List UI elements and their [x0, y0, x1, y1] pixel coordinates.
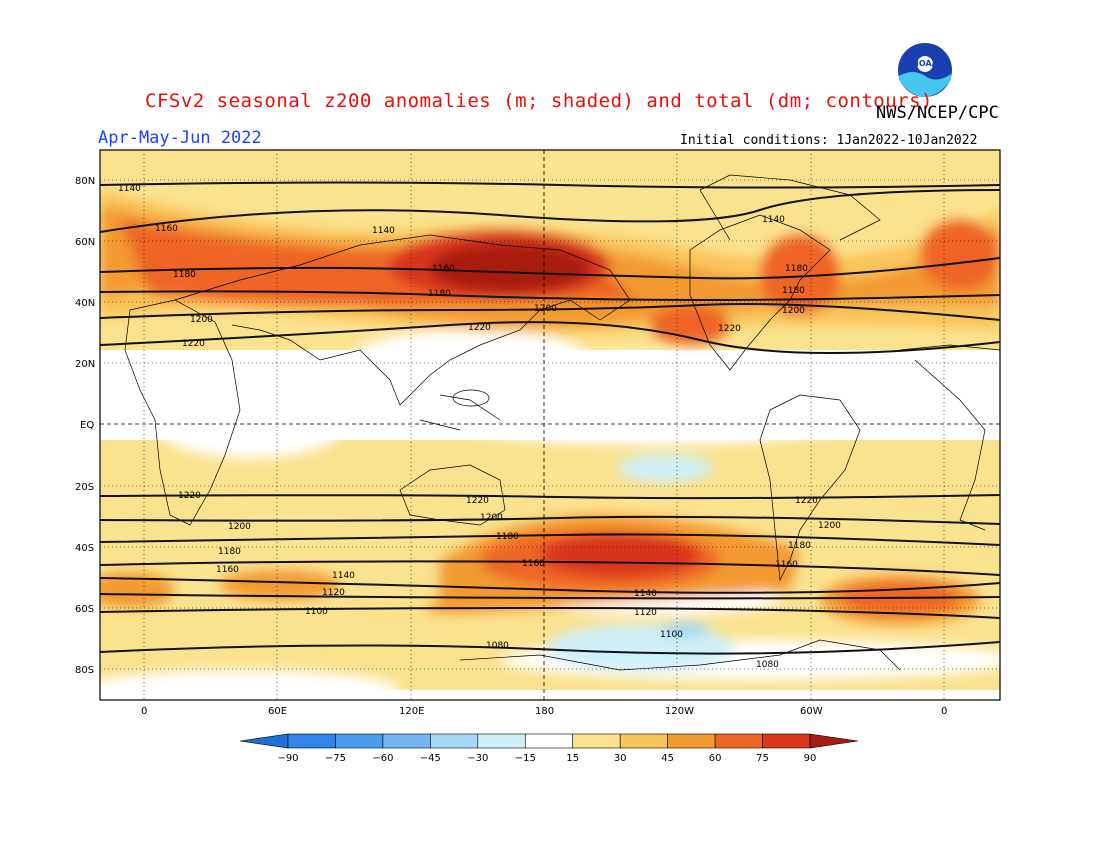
contour-label: 1180: [785, 264, 808, 274]
colorbar-label: 30: [614, 753, 627, 764]
colorbar-swatch: [287, 733, 336, 749]
latitude-labels: 80N 60N 40N 20N EQ 20S 40S 60S 80S: [75, 176, 95, 676]
contour-label: 1180: [428, 289, 451, 299]
map-title: CFSv2 seasonal z200 anomalies (m; shaded…: [145, 90, 933, 112]
colorbar-swatch: [335, 733, 384, 749]
initial-conditions: Initial conditions: 1Jan2022-10Jan2022: [680, 133, 978, 148]
contour-label: 1200: [480, 513, 503, 523]
contour-label: 1080: [756, 660, 779, 670]
contour-label: 1160: [432, 264, 455, 274]
contour-label: 1200: [818, 521, 841, 531]
lon-label: 60E: [268, 706, 287, 717]
plot-frame: [99, 149, 1001, 701]
colorbar-arrow-right: [809, 733, 859, 749]
logo-text: NOAA: [912, 59, 938, 68]
contour-label: 1140: [372, 226, 395, 236]
contour-label: 1180: [788, 541, 811, 551]
colorbar-label: 45: [661, 753, 674, 764]
colorbar-label: 75: [756, 753, 769, 764]
lon-label: 120E: [399, 706, 424, 717]
colorbar-swatch: [667, 733, 716, 749]
colorbar-label: −60: [372, 753, 393, 764]
contour-label: 1220: [795, 496, 818, 506]
colorbar-swatch: [572, 733, 621, 749]
contour-label: 1140: [118, 184, 141, 194]
colorbar: −90 −75 −60 −45 −30 −15 15 30 45 60 75 90: [239, 733, 859, 764]
contour-label: 1200: [228, 522, 251, 532]
colorbar-label: 90: [804, 753, 817, 764]
contour-label: 1180: [218, 547, 241, 557]
lat-label: EQ: [80, 420, 94, 431]
contour-label: 1160: [775, 560, 798, 570]
contour-label: 1140: [634, 589, 657, 599]
contour-label: 1200: [534, 304, 557, 314]
contour-label: 1120: [634, 608, 657, 618]
colorbar-swatch: [524, 733, 574, 749]
contour-label: 1120: [322, 588, 345, 598]
colorbar-swatch: [477, 733, 526, 749]
longitude-labels: 0 60E 120E 180 120W 60W 0: [141, 706, 947, 717]
anomaly-shading: [100, 150, 1000, 700]
lat-label: 20N: [75, 359, 95, 370]
colorbar-label: −90: [277, 753, 298, 764]
season-label: Apr-May-Jun 2022: [98, 128, 262, 148]
colorbar-label: −75: [325, 753, 346, 764]
contour-label: 1200: [190, 315, 213, 325]
contour-label: 1220: [178, 491, 201, 501]
colorbar-label: 15: [566, 753, 579, 764]
colorbar-swatch: [714, 733, 763, 749]
colorbar-swatch: [382, 733, 431, 749]
colorbar-arrow-left: [239, 733, 289, 749]
contour-label: 1080: [486, 641, 509, 651]
colorbar-label: −45: [420, 753, 441, 764]
lon-label: 0: [141, 706, 147, 717]
contour-label: 1160: [155, 224, 178, 234]
lat-label: 20S: [75, 482, 94, 493]
lat-label: 80N: [75, 176, 95, 187]
contour-label: 1220: [182, 339, 205, 349]
lon-label: 0: [941, 706, 947, 717]
contour-label: 1180: [173, 270, 196, 280]
contour-label: 1100: [660, 630, 683, 640]
lat-label: 60S: [75, 604, 94, 615]
contour-label: 1200: [782, 306, 805, 316]
contour-label: 1160: [216, 565, 239, 575]
contour-labels: 1140 1140 1140 1160 1160 1180 1180 1180 …: [118, 184, 841, 670]
agency-label: NWS/NCEP/CPC: [876, 103, 999, 123]
lat-label: 40N: [75, 298, 95, 309]
contour-label: 1180: [782, 286, 805, 296]
contour-label: 1140: [332, 571, 355, 581]
lon-label: 180: [535, 706, 554, 717]
contour-label: 1220: [466, 496, 489, 506]
lat-label: 80S: [75, 665, 94, 676]
contour-label: 1180: [496, 532, 519, 542]
contour-label: 1100: [305, 607, 328, 617]
contour-label: 1220: [468, 323, 491, 333]
lon-label: 60W: [800, 706, 823, 717]
noaa-logo: NOAA: [895, 40, 955, 100]
colorbar-swatch: [619, 733, 668, 749]
contour-label: 1140: [762, 215, 785, 225]
contour-label: 1160: [522, 559, 545, 569]
colorbar-swatch: [430, 733, 479, 749]
height-contours: [100, 181, 1000, 655]
colorbar-swatch: [762, 733, 811, 749]
colorbar-label: −30: [467, 753, 488, 764]
lat-label: 40S: [75, 543, 94, 554]
colorbar-label: −15: [515, 753, 536, 764]
colorbar-label: 60: [709, 753, 722, 764]
lat-label: 60N: [75, 237, 95, 248]
lon-label: 120W: [665, 706, 694, 717]
contour-label: 1220: [718, 324, 741, 334]
